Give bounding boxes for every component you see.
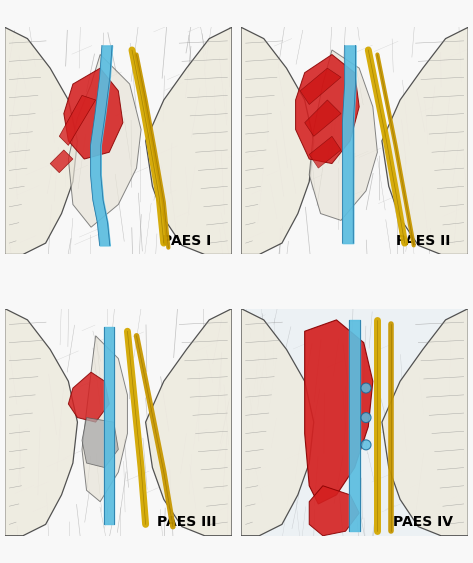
Circle shape (361, 413, 371, 423)
Polygon shape (146, 27, 232, 254)
Text: PAES I: PAES I (162, 234, 211, 248)
Polygon shape (309, 136, 341, 168)
Polygon shape (82, 418, 118, 468)
Polygon shape (382, 309, 468, 536)
Polygon shape (309, 50, 377, 220)
Polygon shape (59, 95, 96, 145)
Text: PAES III: PAES III (157, 515, 216, 529)
Polygon shape (382, 27, 468, 254)
Polygon shape (305, 100, 341, 136)
Polygon shape (241, 309, 314, 536)
Text: PAES II: PAES II (395, 234, 450, 248)
Polygon shape (305, 320, 373, 504)
Polygon shape (241, 27, 314, 254)
Polygon shape (64, 68, 123, 159)
Polygon shape (69, 55, 141, 227)
Polygon shape (50, 150, 73, 173)
Polygon shape (300, 68, 341, 105)
Polygon shape (146, 309, 232, 536)
Circle shape (361, 440, 371, 450)
Polygon shape (82, 336, 127, 502)
Polygon shape (5, 309, 78, 536)
Polygon shape (69, 372, 109, 422)
Polygon shape (296, 55, 359, 164)
Polygon shape (5, 27, 78, 254)
Circle shape (361, 383, 371, 393)
Text: PAES IV: PAES IV (393, 515, 453, 529)
Polygon shape (309, 486, 359, 536)
